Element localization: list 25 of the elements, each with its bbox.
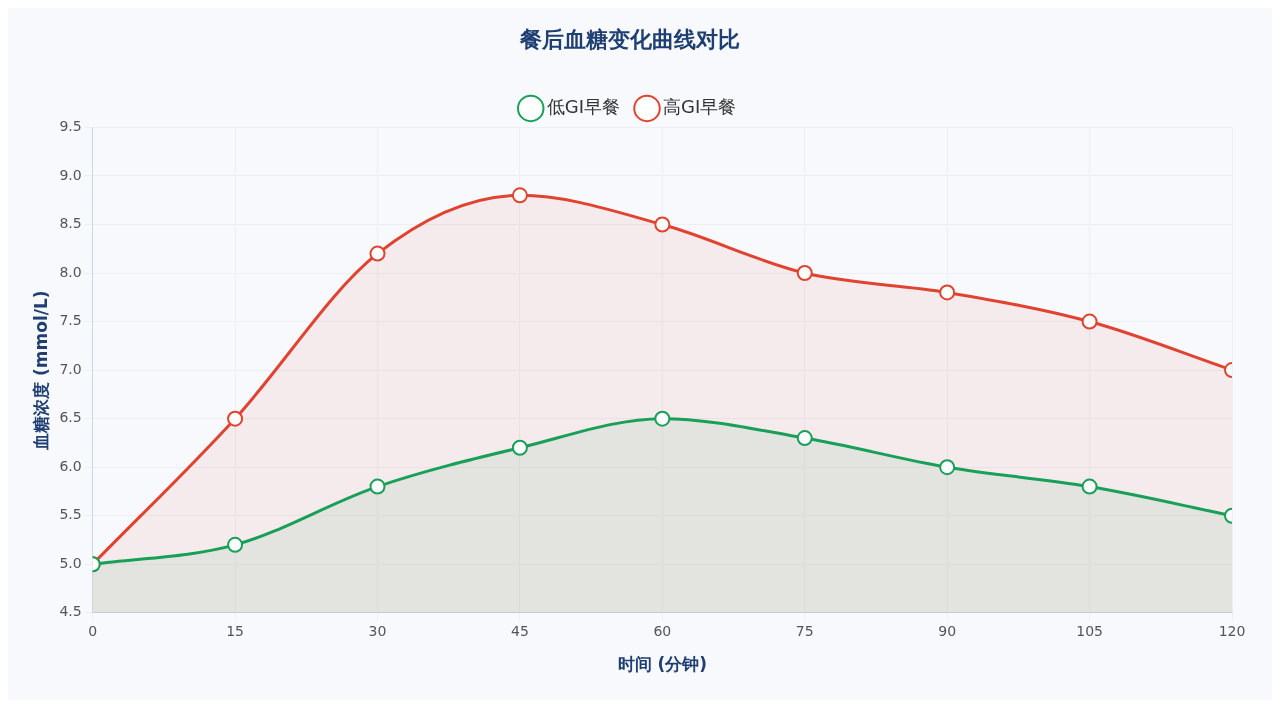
y-tick-label: 6.5 [59,409,82,426]
x-axis-title: 时间 (分钟) [617,654,708,675]
x-tick-label: 90 [938,622,957,639]
chart-title: 餐后血糖变化曲线对比 [519,26,740,52]
x-tick-label: 105 [1076,622,1103,639]
y-tick-label: 7.0 [59,360,82,377]
x-tick-label: 30 [368,622,387,639]
x-tick-label: 60 [653,622,672,639]
x-tick-label: 15 [226,622,244,639]
y-tick-label: 5.5 [59,506,82,523]
y-tick-label: 9.0 [59,166,82,183]
y-tick-label: 6.0 [59,457,82,474]
y-tick-label: 8.0 [59,263,82,280]
legend-label: 高GI早餐 [663,96,737,118]
x-tick-label: 75 [795,622,814,639]
legend-label: 低GI早餐 [546,96,621,118]
y-axis-title: 血糖浓度 (mmol/L) [30,290,51,451]
x-tick-label: 0 [88,622,98,639]
y-tick-label: 8.5 [59,215,82,232]
y-tick-label: 7.5 [59,312,82,329]
y-tick-label: 9.5 [59,118,82,135]
x-tick-label: 120 [1218,622,1246,639]
y-tick-label: 4.5 [59,603,82,620]
x-tick-label: 45 [511,622,529,639]
y-tick-label: 5.0 [59,554,82,571]
